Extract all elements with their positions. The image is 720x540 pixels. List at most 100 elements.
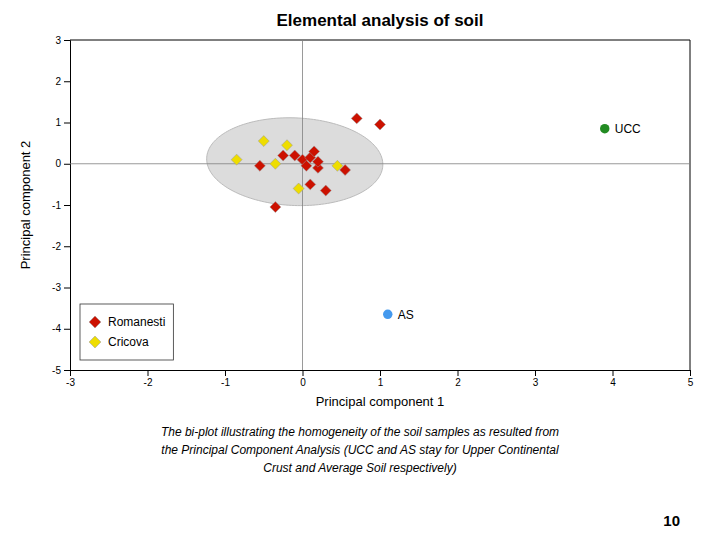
tick-mark <box>303 370 304 376</box>
tick: 0 <box>300 370 306 388</box>
caption: the Principal Component Analysis (UCC an… <box>161 443 559 457</box>
tick-mark <box>64 370 70 371</box>
point <box>293 183 304 194</box>
tick: 0 <box>55 158 70 169</box>
point <box>282 140 293 151</box>
caption: The bi-plot illustrating the homogeneity… <box>161 425 559 439</box>
plot: -3 -2 -1 0 1 2 3 4 5 -5 -4 -3 -2 -1 0 1 2 3 UCCAS Romanesti… <box>52 35 694 388</box>
title: Elemental analysis of soil <box>277 11 484 30</box>
series <box>254 113 385 213</box>
tick: 4 <box>610 370 616 388</box>
tick-mark <box>64 81 70 82</box>
reference-line <box>302 40 303 370</box>
tick-label: 3 <box>55 35 61 46</box>
chart: -3 -2 -1 0 1 2 3 4 5 -5 -4 -3 -2 -1 0 1 2 3 UCCAS Romanesti… <box>0 0 720 540</box>
tick-label: 1 <box>378 377 384 388</box>
tick-mark <box>225 370 226 376</box>
tick-label: 3 <box>533 377 539 388</box>
page-number: 10 <box>663 512 680 529</box>
axis-line <box>71 371 691 377</box>
tick: -1 <box>221 370 230 388</box>
tick-mark <box>64 40 70 41</box>
axis-line <box>64 41 71 371</box>
frame-line <box>70 40 690 41</box>
tick-label: 0 <box>300 377 306 388</box>
ellipse <box>207 118 383 206</box>
legend-swatch <box>89 336 101 348</box>
tick-mark <box>64 288 70 289</box>
legend-item: Cricova <box>89 335 149 349</box>
tick-label: -5 <box>52 365 61 376</box>
tick: -2 <box>52 241 70 252</box>
annotation-point <box>600 124 609 133</box>
tick: 5 <box>688 370 694 388</box>
legend: Romanesti Cricova <box>80 304 173 360</box>
point <box>375 119 386 130</box>
tick-mark <box>380 370 381 376</box>
point <box>305 179 316 190</box>
point <box>270 202 281 213</box>
tick: -3 <box>52 282 70 293</box>
y-axis-title: Principal component 2 <box>18 141 33 270</box>
tick-label: -2 <box>144 377 153 388</box>
tick: 1 <box>55 117 70 128</box>
tick: -4 <box>52 323 70 334</box>
point <box>332 160 343 171</box>
tick-mark <box>64 246 70 247</box>
tick-label: -2 <box>52 241 61 252</box>
legend-box <box>80 304 173 360</box>
legend-swatch <box>89 316 101 328</box>
point <box>254 160 265 171</box>
point <box>258 136 269 147</box>
x-axis-title: Principal component 1 <box>316 394 445 409</box>
tick: 2 <box>55 76 70 87</box>
tick-label: -3 <box>66 377 75 388</box>
legend-item: Romanesti <box>89 315 165 329</box>
point <box>351 113 362 124</box>
annotations: UCCAS <box>398 122 641 322</box>
tick-mark <box>64 123 70 124</box>
tick-mark <box>458 370 459 376</box>
tick: -3 <box>66 370 75 388</box>
point <box>320 185 331 196</box>
tick-label: -3 <box>52 282 61 293</box>
marks <box>70 40 690 370</box>
x-axis: -3 -2 -1 0 1 2 3 4 5 <box>66 370 694 388</box>
tick-label: 5 <box>688 377 694 388</box>
point <box>278 150 289 161</box>
tick: 2 <box>455 370 461 388</box>
tick: -2 <box>144 370 153 388</box>
point <box>313 156 324 167</box>
tick-mark <box>64 164 70 165</box>
legend-label: Romanesti <box>108 315 165 329</box>
reference-line <box>70 163 690 164</box>
tick: 1 <box>378 370 384 388</box>
tick: -1 <box>52 200 70 211</box>
tick-mark <box>148 370 149 376</box>
y-axis: -5 -4 -3 -2 -1 0 1 2 3 <box>52 35 70 376</box>
tick-label: 1 <box>55 117 61 128</box>
tick-mark <box>64 329 70 330</box>
tick-mark <box>64 205 70 206</box>
tick: -5 <box>52 365 70 376</box>
tick-label: 4 <box>610 377 616 388</box>
series <box>231 136 343 194</box>
tick-label: 0 <box>55 158 61 169</box>
tick-label: -1 <box>221 377 230 388</box>
tick-label: -1 <box>52 200 61 211</box>
annotation: UCC <box>615 122 641 136</box>
frame-line <box>690 40 691 370</box>
tick-mark <box>690 370 691 376</box>
point <box>309 146 320 157</box>
legend-label: Cricova <box>108 335 149 349</box>
tick-label: 2 <box>55 76 61 87</box>
tick: 3 <box>55 35 70 46</box>
tick-mark <box>613 370 614 376</box>
point <box>270 158 281 169</box>
point <box>231 154 242 165</box>
annotation-point <box>383 310 392 319</box>
tick-label: -4 <box>52 323 61 334</box>
tick: 3 <box>533 370 539 388</box>
caption: Crust and Average Soil respectively) <box>263 461 456 475</box>
tick-label: 2 <box>455 377 461 388</box>
